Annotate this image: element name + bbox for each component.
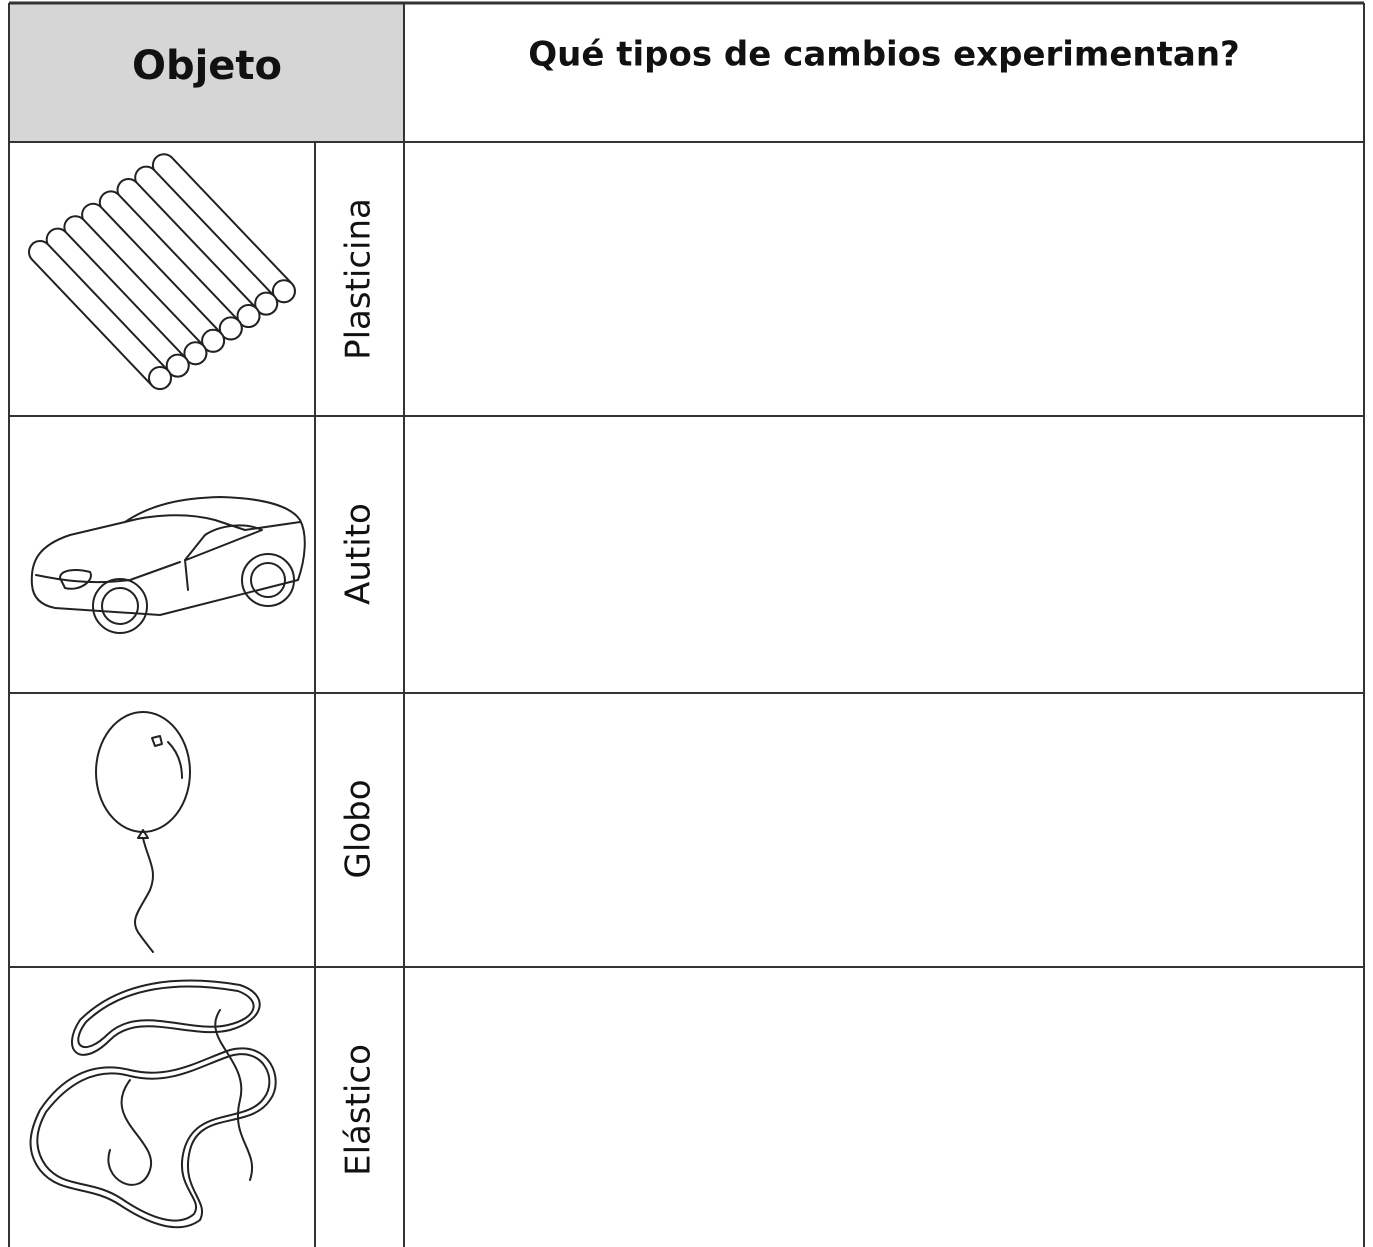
stick-body bbox=[136, 167, 277, 314]
row-label: Plasticina bbox=[339, 198, 379, 360]
stick-end bbox=[254, 291, 279, 316]
stick-end bbox=[271, 279, 296, 304]
stick-end bbox=[183, 341, 208, 366]
stick-body bbox=[83, 204, 224, 351]
row-label: Globo bbox=[339, 780, 379, 879]
stick-end bbox=[218, 316, 243, 341]
plasticine-drawing bbox=[28, 153, 296, 390]
stick-body bbox=[65, 217, 206, 364]
stick-body bbox=[118, 180, 259, 326]
stick-end bbox=[201, 328, 226, 353]
balloon-drawing bbox=[95, 711, 191, 953]
stick-body bbox=[153, 155, 294, 302]
header-object: Objeto bbox=[132, 43, 282, 89]
table-grid bbox=[8, 1, 1365, 1247]
header-shade bbox=[9, 4, 404, 142]
header-question: Qué tipos de cambios experimentan? bbox=[528, 35, 1240, 75]
stick-end bbox=[236, 304, 261, 328]
row-label: Autito bbox=[339, 503, 379, 605]
stick-end bbox=[148, 366, 172, 390]
elastic-drawing bbox=[29, 979, 277, 1229]
stick-body bbox=[100, 192, 241, 339]
stick-body bbox=[47, 229, 188, 376]
car-drawing bbox=[30, 496, 306, 634]
stick-end bbox=[165, 353, 190, 378]
row-label: Elástico bbox=[339, 1044, 379, 1176]
stick-body bbox=[30, 242, 170, 388]
